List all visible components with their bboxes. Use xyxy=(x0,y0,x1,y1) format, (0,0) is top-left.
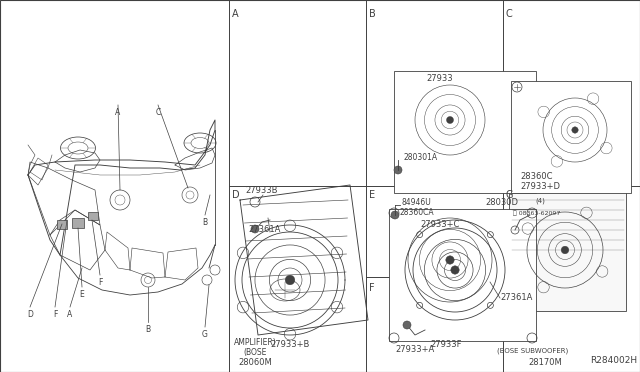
Text: 27933: 27933 xyxy=(427,74,453,83)
Text: 84946U: 84946U xyxy=(402,198,432,207)
FancyBboxPatch shape xyxy=(394,71,536,193)
Text: 27933+A: 27933+A xyxy=(395,345,435,354)
Circle shape xyxy=(572,127,578,133)
Text: AMPLIFIER): AMPLIFIER) xyxy=(234,338,276,347)
Text: 27933+B: 27933+B xyxy=(270,340,310,349)
Text: G: G xyxy=(506,190,513,200)
Circle shape xyxy=(403,321,411,329)
Text: E: E xyxy=(79,290,84,299)
Circle shape xyxy=(446,256,454,264)
Text: R284002H: R284002H xyxy=(589,356,637,365)
Text: B: B xyxy=(369,9,376,19)
Text: F: F xyxy=(53,310,57,319)
Text: 280301A: 280301A xyxy=(403,153,437,162)
Text: 28360C: 28360C xyxy=(520,172,552,181)
Text: Ⓑ 08363-62097: Ⓑ 08363-62097 xyxy=(513,210,561,216)
Bar xyxy=(72,218,84,228)
Text: A: A xyxy=(232,9,238,19)
Text: D: D xyxy=(232,190,239,200)
Text: G: G xyxy=(202,330,208,339)
Text: 28360CA: 28360CA xyxy=(399,208,434,217)
Text: F: F xyxy=(98,278,102,287)
FancyBboxPatch shape xyxy=(509,184,626,311)
Circle shape xyxy=(391,211,399,219)
Text: 27361A: 27361A xyxy=(500,294,532,302)
Text: B: B xyxy=(202,218,207,227)
Text: A: A xyxy=(67,310,72,319)
FancyBboxPatch shape xyxy=(389,209,536,341)
Text: A: A xyxy=(115,108,120,117)
Text: (4): (4) xyxy=(535,198,545,205)
Text: F: F xyxy=(369,283,374,293)
Text: 28030D: 28030D xyxy=(485,198,518,207)
Text: C: C xyxy=(506,9,513,19)
Text: C: C xyxy=(156,108,161,117)
Text: B: B xyxy=(145,325,150,334)
Circle shape xyxy=(285,275,295,285)
Text: 27933+C: 27933+C xyxy=(420,220,460,229)
Text: (BOSE: (BOSE xyxy=(243,348,267,357)
FancyBboxPatch shape xyxy=(511,81,631,193)
Circle shape xyxy=(447,116,454,124)
Text: 28060M: 28060M xyxy=(238,358,272,367)
Text: D: D xyxy=(27,310,33,319)
Bar xyxy=(57,220,67,229)
Text: 27361A: 27361A xyxy=(249,225,281,234)
Circle shape xyxy=(561,246,569,254)
Text: 27933B: 27933B xyxy=(245,186,278,195)
Circle shape xyxy=(394,166,402,174)
Text: 27933+D: 27933+D xyxy=(520,182,560,191)
Text: 27933F: 27933F xyxy=(430,340,461,349)
Text: E: E xyxy=(369,190,375,200)
Text: 28170M: 28170M xyxy=(528,358,562,367)
Circle shape xyxy=(451,266,460,274)
Text: (BOSE SUBWOOFER): (BOSE SUBWOOFER) xyxy=(497,348,568,355)
Circle shape xyxy=(251,225,259,233)
Bar xyxy=(88,212,98,220)
